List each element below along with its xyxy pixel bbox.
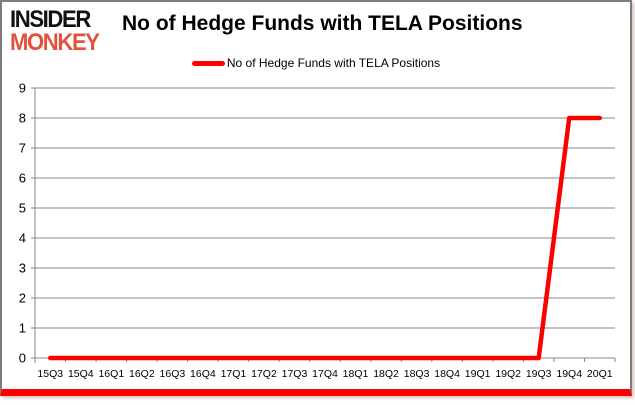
insider-monkey-logo: INSIDER MONKEY <box>10 6 100 56</box>
logo-line-monkey: MONKEY <box>10 29 100 56</box>
y-tick-label: 0 <box>19 351 26 366</box>
x-tick-label: 16Q3 <box>160 368 186 380</box>
x-tick-label: 19Q4 <box>556 368 582 380</box>
x-tick-label: 19Q1 <box>465 368 491 380</box>
y-tick-label: 1 <box>19 321 26 336</box>
x-tick-label: 18Q2 <box>373 368 399 380</box>
x-tick-label: 18Q1 <box>343 368 369 380</box>
y-tick-label: 8 <box>19 111 26 126</box>
y-tick-label: 9 <box>19 81 26 96</box>
legend: No of Hedge Funds with TELA Positions <box>2 56 630 70</box>
chart-title: No of Hedge Funds with TELA Positions <box>122 12 523 35</box>
legend-line-swatch <box>191 60 225 66</box>
series-line <box>48 115 602 361</box>
chart-frame: INSIDER MONKEY No of Hedge Funds with TE… <box>0 0 632 396</box>
x-tick-label: 18Q3 <box>404 368 430 380</box>
y-tick-label: 3 <box>19 261 26 276</box>
x-tick-label: 19Q3 <box>526 368 552 380</box>
x-tick-label: 16Q2 <box>129 368 155 380</box>
x-tick-label: 16Q4 <box>190 368 216 380</box>
y-tick-label: 2 <box>19 291 26 306</box>
x-tick-label: 17Q4 <box>312 368 338 380</box>
logo-line-insider: INSIDER <box>10 6 91 33</box>
y-tick-label: 7 <box>19 141 26 156</box>
x-tick-label: 19Q2 <box>495 368 521 380</box>
y-tick-label: 4 <box>19 231 26 246</box>
x-tick-label: 15Q3 <box>37 368 63 380</box>
x-tick-label: 17Q2 <box>251 368 277 380</box>
x-tick-label: 20Q1 <box>587 368 613 380</box>
x-tick-label: 17Q1 <box>221 368 247 380</box>
y-tick-label: 6 <box>19 171 26 186</box>
y-tick-label: 5 <box>19 201 26 216</box>
legend-label: No of Hedge Funds with TELA Positions <box>226 56 441 70</box>
x-tick-label: 17Q3 <box>282 368 308 380</box>
hedge-funds-line-chart: 0 1 2 3 4 5 6 7 8 9 15Q3 15Q4 16Q1 16Q2 16Q3 16Q4 17Q1 17… <box>19 81 616 380</box>
x-tick-label: 15Q4 <box>68 368 94 380</box>
x-tick-label: 16Q1 <box>98 368 124 380</box>
x-tick-label: 18Q4 <box>434 368 460 380</box>
